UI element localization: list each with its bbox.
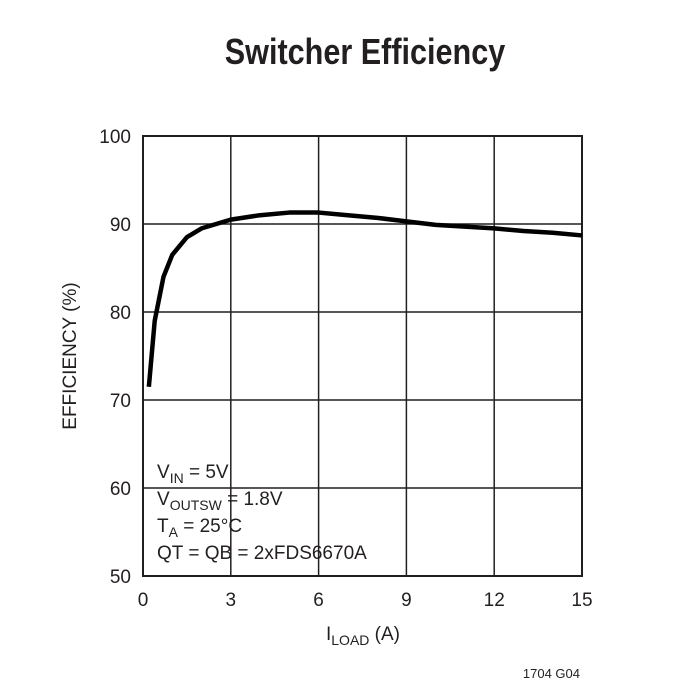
x-tick-label: 0	[138, 590, 149, 611]
annotation: VOUTSW = 1.8V	[157, 489, 283, 513]
footnote: 1704 G04	[523, 666, 580, 681]
y-tick-label: 70	[110, 391, 131, 412]
annotation-text: = 5V	[184, 462, 229, 483]
plot-frame	[142, 135, 583, 577]
annotation: QT = QB = 2xFDS6670A	[157, 543, 367, 564]
x-tick-label: 6	[313, 590, 324, 611]
x-tick-label: 9	[401, 590, 412, 611]
x-label-text: (A)	[369, 624, 400, 645]
x-tick-label: 12	[484, 590, 505, 611]
line-series	[146, 210, 583, 387]
annotation: TA = 25°C	[157, 516, 242, 540]
x-label-sub: LOAD	[331, 632, 369, 648]
x-axis-label: ILOAD (A)	[326, 624, 400, 648]
annotation-base: T	[157, 516, 169, 537]
x-tick-label: 3	[226, 590, 237, 611]
annotation-sub: OUTSW	[170, 497, 223, 513]
chart-title: Switcher Efficiency	[225, 33, 506, 73]
y-tick-label: 100	[99, 127, 131, 148]
annotation-base: V	[157, 489, 170, 510]
annotation-sub: IN	[170, 470, 184, 486]
annotation: VIN = 5V	[157, 462, 229, 486]
annotation-text: = 25°C	[178, 516, 242, 537]
x-tick-label: 15	[571, 590, 592, 611]
y-tick-label: 80	[110, 303, 131, 324]
y-tick-label: 50	[110, 567, 131, 588]
x-label-base: I	[326, 624, 331, 645]
y-axis-label: EFFICIENCY (%)	[60, 282, 81, 429]
y-tick-label: 60	[110, 479, 131, 500]
y-tick-label: 90	[110, 215, 131, 236]
annotation-sub: A	[169, 524, 179, 540]
annotation-text: = 1.8V	[222, 489, 283, 510]
annotation-base: QT = QB = 2xFDS6670A	[157, 543, 367, 564]
annotation-base: V	[157, 462, 170, 483]
